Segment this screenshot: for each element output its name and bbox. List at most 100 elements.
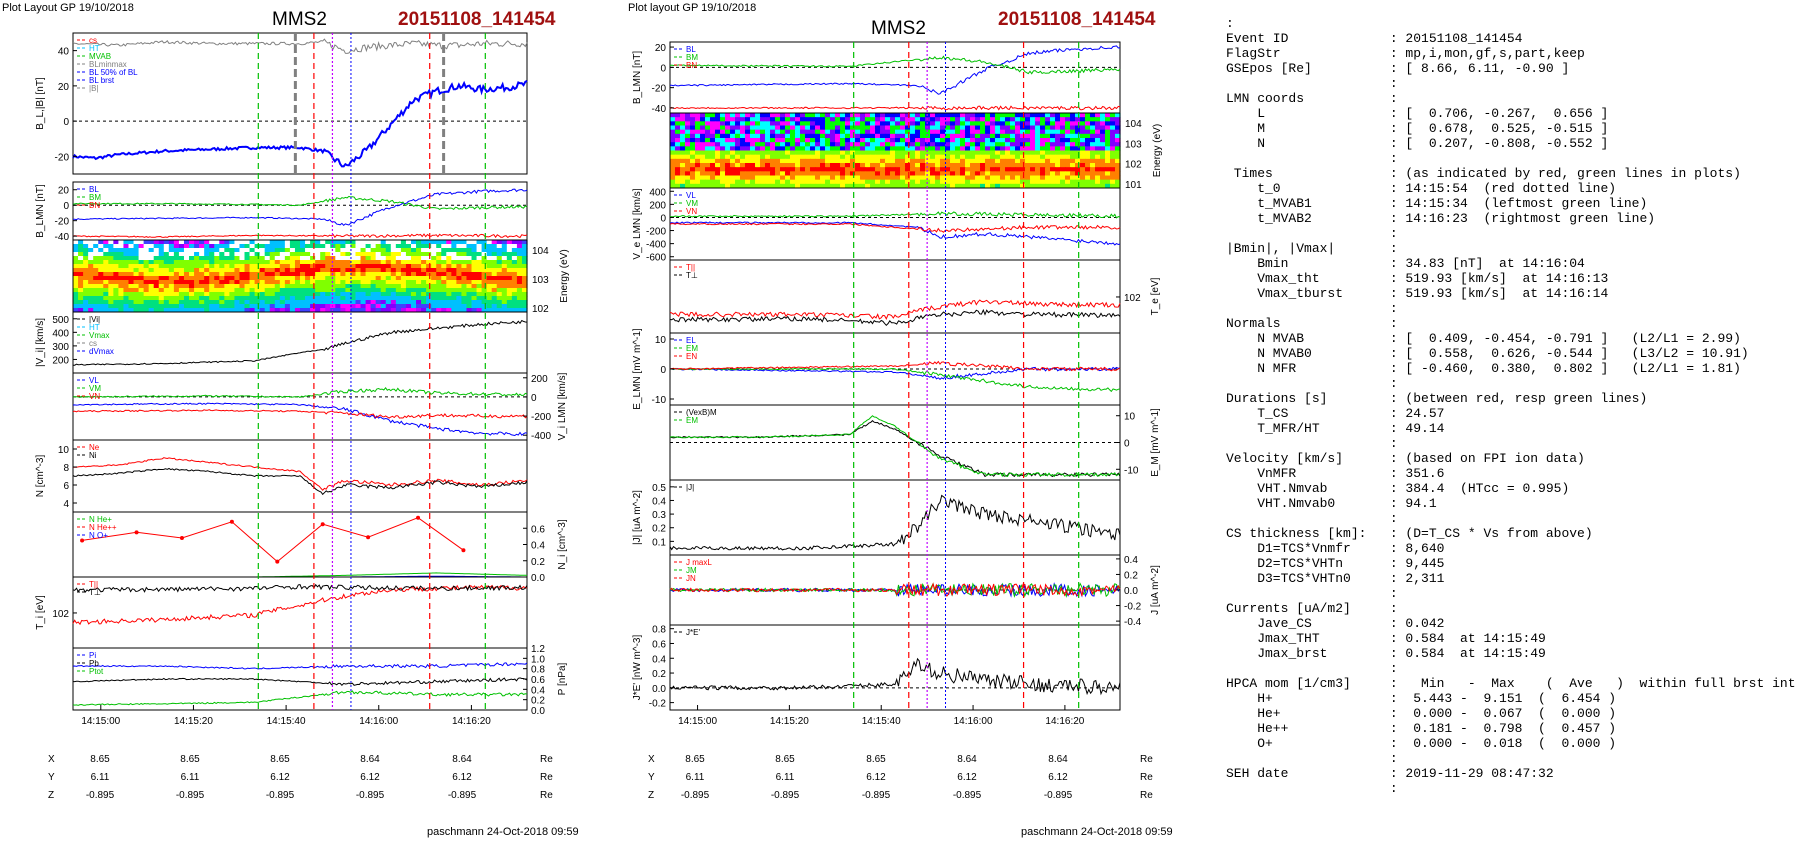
legend-label: EM [686, 416, 698, 425]
spectrogram-cell [935, 179, 941, 185]
spectrogram-cell [1045, 113, 1051, 118]
spectrogram-cell [385, 276, 392, 281]
spectrogram-cell [1050, 113, 1056, 118]
spectrogram-cell [930, 167, 936, 172]
spectrogram-cell [426, 256, 432, 261]
spectrogram-cell [710, 158, 716, 164]
spectrogram-cell [960, 125, 966, 131]
spectrogram-cell [355, 280, 362, 285]
spectrogram-cell [476, 308, 483, 313]
spectrogram-cell [1005, 154, 1011, 160]
spectrogram-cell [980, 154, 986, 160]
tick-label: 0.0 [531, 706, 545, 717]
spectrogram-cell [481, 240, 488, 245]
spectrogram-cell [970, 175, 976, 181]
legend-label: Ne [89, 443, 100, 452]
spectrogram-cell [194, 296, 200, 301]
legend-label: T⊥ [686, 271, 698, 280]
spectrogram-cell [335, 296, 341, 301]
spectrogram-cell [1060, 163, 1066, 168]
spectrogram-cell [990, 167, 996, 172]
spectrogram-cell [173, 240, 180, 245]
time-tick-label: 14:15:20 [770, 716, 809, 727]
spectrogram-cell [705, 146, 711, 152]
spectrogram-cell [315, 276, 321, 281]
spectrogram-cell [279, 300, 286, 305]
spectrogram-cell [1045, 171, 1051, 177]
spectrogram-cell [506, 296, 513, 301]
spectrogram-cell [835, 133, 841, 139]
spectrogram-cell [1085, 138, 1091, 143]
spectrogram-cell [436, 272, 442, 277]
spectrogram-cell [320, 264, 326, 269]
spectrogram-cell [950, 129, 956, 135]
spectrogram-cell [955, 129, 961, 135]
spectrogram-cell [895, 146, 901, 152]
spectrogram-cell [915, 113, 921, 118]
spectrogram-cell [506, 304, 513, 309]
spectrogram-cell [350, 240, 357, 245]
tick-label: -0.2 [649, 699, 667, 710]
spectrogram-cell [745, 146, 751, 152]
spectrogram-cell [740, 163, 746, 168]
spectrogram-cell [370, 308, 377, 313]
spectrogram-cell [990, 133, 996, 139]
spectrogram-cell [300, 264, 306, 269]
spectrogram-cell [755, 183, 761, 189]
spectrogram-cell [745, 138, 751, 143]
spectrogram-cell [795, 175, 801, 181]
spectrogram-cell [775, 183, 781, 189]
spectrogram-cell [148, 260, 155, 265]
spectrogram-cell [1055, 179, 1061, 185]
spectrogram-cell [330, 292, 336, 297]
spectrogram-cell [340, 244, 346, 249]
spectrogram-cell [335, 272, 341, 277]
spectrogram-cell [875, 154, 881, 160]
spectrogram-cell [436, 268, 442, 273]
spectrogram-cell [850, 183, 856, 189]
spectrogram-cell [224, 276, 230, 281]
spectrogram-cell [1005, 167, 1011, 172]
spectrogram-cell [685, 150, 691, 156]
time-tick-label: 14:16:00 [359, 716, 398, 727]
spectrogram-cell [1095, 183, 1101, 189]
spectrogram-cell [845, 121, 851, 127]
spectrogram-cell [254, 300, 261, 305]
spectrogram-cell [940, 146, 946, 152]
spectrogram-cell [521, 288, 528, 293]
series-line-ni [72, 467, 528, 496]
spectrogram-cell [1045, 163, 1051, 168]
spectrogram-cell [153, 276, 160, 281]
spectrogram-cell [511, 304, 518, 309]
spectrogram-cell [491, 276, 498, 281]
spectrogram-cell [456, 240, 463, 245]
spectrogram-cell [865, 129, 871, 135]
spectrogram-cell [1110, 121, 1116, 127]
spectrogram-cell [770, 129, 776, 135]
spectrogram-cell [168, 276, 175, 281]
spectrogram-cell [330, 256, 336, 261]
spectrogram-cell [163, 300, 170, 305]
spectrogram-cell [805, 179, 811, 185]
spectrogram-cell [204, 276, 210, 281]
spectrogram-cell [219, 260, 225, 265]
spectrogram-cell [416, 292, 422, 297]
spectrogram-cell [178, 252, 185, 257]
spectrogram-cell [880, 150, 886, 156]
spectrogram-cell [1050, 142, 1056, 147]
spectrogram-cell [790, 175, 796, 181]
spectrogram-cell [925, 167, 931, 172]
spectrogram-cell [481, 244, 488, 249]
spectrogram-cell [715, 158, 721, 164]
spectrogram-cell [760, 167, 766, 172]
spectrogram-cell [194, 308, 200, 313]
spectrogram-cell [1110, 142, 1116, 147]
spectrogram-cell [800, 163, 806, 168]
spectrogram-cell [506, 244, 513, 249]
spectrogram-cell [471, 284, 478, 289]
spectrogram-cell [441, 292, 447, 297]
spectrogram-cell [521, 244, 528, 249]
spectrogram-cell [305, 264, 311, 269]
